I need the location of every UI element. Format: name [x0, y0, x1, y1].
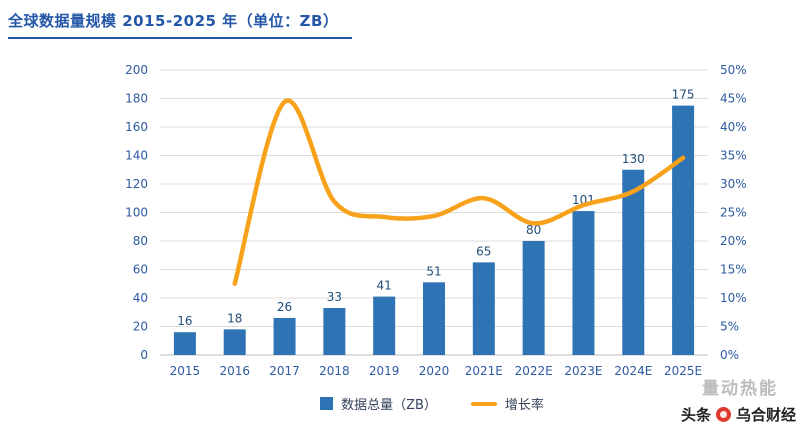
right-axis-tick-label: 30%: [720, 177, 747, 191]
left-axis-tick-label: 40: [133, 291, 148, 305]
left-axis-tick-label: 80: [133, 234, 148, 248]
right-axis-tick-label: 45%: [720, 92, 747, 106]
bar-value-label: 65: [476, 244, 491, 258]
right-axis-tick-label: 10%: [720, 291, 747, 305]
x-axis-category-label: 2020: [419, 364, 450, 378]
right-axis-tick-label: 20%: [720, 234, 747, 248]
right-axis-tick-label: 50%: [720, 63, 747, 77]
right-axis-tick-label: 0%: [720, 348, 739, 362]
right-axis-tick-label: 5%: [720, 320, 739, 334]
platform-name: 头条: [680, 406, 711, 424]
x-axis-category-label: 2016: [219, 364, 250, 378]
combo-chart: 0 20 40 60 80 100 120 140 160 180 200 0% 5% 10% 15% 20%…: [125, 63, 747, 378]
bar: [173, 332, 196, 355]
legend-item-bars: 数据总量（ZB）: [320, 394, 437, 413]
right-axis-tick-label: 35%: [720, 149, 747, 163]
bar-value-label: 41: [377, 279, 392, 293]
bar-value-label: 16: [177, 314, 192, 328]
bar-value-label: 130: [622, 152, 645, 166]
bar-value-label: 18: [227, 311, 242, 325]
bar-value-label: 175: [672, 88, 695, 102]
bar: [522, 241, 545, 355]
x-axis-category-label: 2018: [319, 364, 350, 378]
left-axis-tick-label: 120: [125, 177, 148, 191]
watermark-text: 量动热能: [702, 379, 778, 399]
left-axis-tick-label: 100: [125, 206, 148, 220]
right-axis-tick-label: 25%: [720, 206, 747, 220]
right-axis-tick-label: 15%: [720, 263, 747, 277]
bar: [223, 329, 246, 355]
bar: [323, 307, 346, 355]
x-axis-category-label: 2023E: [564, 364, 602, 378]
bar: [373, 296, 396, 355]
bar: [273, 317, 296, 355]
left-axis-tick-label: 20: [133, 320, 148, 334]
x-axis-category-label: 2021E: [465, 364, 503, 378]
page-header: 全球数据量规模 2015-2025 年（单位：ZB）: [8, 8, 353, 39]
x-axis-category-label: 2019: [369, 364, 400, 378]
line-series-swatch-icon: [470, 401, 497, 406]
left-axis-tick-label: 160: [125, 120, 148, 134]
bar-value-label: 33: [327, 290, 342, 304]
chart-legend: 数据总量（ZB） 增长率: [30, 394, 804, 413]
x-axis-category-label: 2025E: [664, 364, 702, 378]
bar-value-label: 51: [426, 264, 441, 278]
x-axis-category-label: 2022E: [515, 364, 553, 378]
bar: [472, 262, 495, 355]
bar-value-label: 80: [526, 223, 541, 237]
bar: [423, 282, 445, 355]
legend-bar-label: 数据总量（ZB）: [341, 398, 437, 413]
legend-item-line: 增长率: [470, 394, 544, 413]
bar-series-swatch-icon: [320, 397, 334, 410]
bar: [672, 105, 695, 355]
bar: [572, 211, 595, 355]
legend-line-label: 增长率: [504, 398, 544, 413]
toutiao-brand-logo: 头条 乌合财经: [681, 404, 796, 425]
left-axis-tick-label: 140: [125, 149, 148, 163]
left-axis-tick-label: 0: [140, 348, 148, 362]
x-axis-category-label: 2017: [269, 364, 300, 378]
x-axis-category-label: 2015: [170, 364, 201, 378]
left-axis-tick-label: 60: [133, 263, 148, 277]
brand-circle-icon: [715, 407, 731, 422]
page-title: 全球数据量规模 2015-2025 年（单位：ZB）: [8, 8, 353, 39]
left-axis-tick-label: 180: [125, 92, 148, 106]
bar: [622, 169, 645, 355]
brand-name: 乌合财经: [735, 406, 796, 424]
left-axis-tick-label: 200: [125, 63, 148, 77]
growth-rate-line: [232, 98, 686, 286]
right-axis-tick-label: 40%: [720, 120, 747, 134]
x-axis-category-label: 2024E: [614, 364, 652, 378]
bar-value-label: 26: [277, 300, 292, 314]
